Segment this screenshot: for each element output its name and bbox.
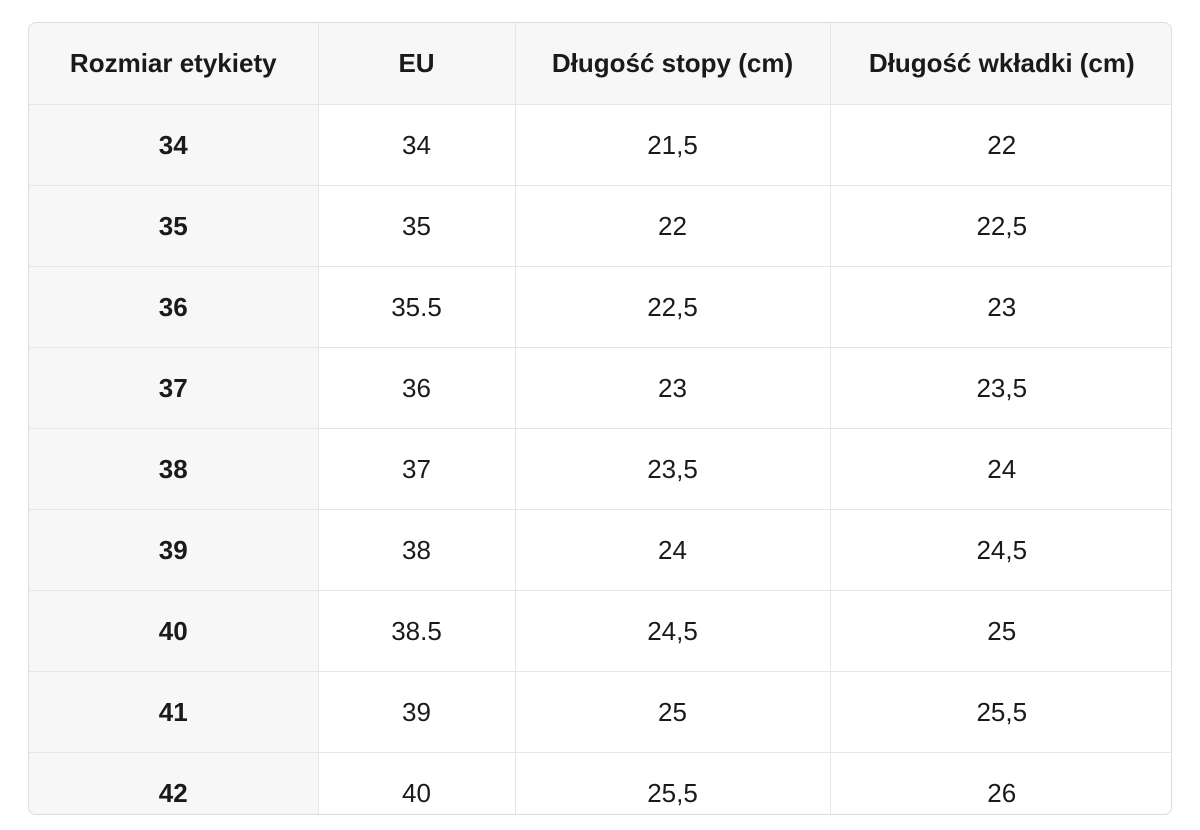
size-label-cell: 42 [29, 752, 319, 814]
size-label-cell: 40 [29, 590, 319, 672]
table-cell: 34 [318, 104, 516, 186]
size-label-cell: 36 [29, 266, 319, 348]
table-cell: 35 [318, 185, 516, 267]
table-cell: 40 [318, 752, 516, 814]
table-cell: 36 [318, 347, 516, 429]
table-row: 42 40 25,5 26 [29, 752, 1171, 814]
size-table-container: Rozmiar etykiety EU Długość stopy (cm) Dług… [28, 22, 1172, 815]
table-row: 34 34 21,5 22 [29, 104, 1171, 186]
table-cell: 38 [318, 509, 516, 591]
table-cell: 23,5 [830, 347, 1171, 429]
size-table: Rozmiar etykiety EU Długość stopy (cm) Dług… [29, 23, 1171, 814]
table-cell: 21,5 [515, 104, 831, 186]
table-cell: 35.5 [318, 266, 516, 348]
size-label-cell: 39 [29, 509, 319, 591]
size-label-cell: 34 [29, 104, 319, 186]
table-cell: 25,5 [830, 671, 1171, 753]
table-row: 37 36 23 23,5 [29, 347, 1171, 429]
header-cell: EU [318, 23, 516, 105]
table-cell: 25 [515, 671, 831, 753]
table-row: 38 37 23,5 24 [29, 428, 1171, 510]
table-cell: 26 [830, 752, 1171, 814]
table-cell: 23,5 [515, 428, 831, 510]
table-cell: 22 [515, 185, 831, 267]
table-row: 39 38 24 24,5 [29, 509, 1171, 591]
table-row: 40 38.5 24,5 25 [29, 590, 1171, 672]
size-label-cell: 35 [29, 185, 319, 267]
table-row: 35 35 22 22,5 [29, 185, 1171, 267]
header-cell: Długość wkładki (cm) [830, 23, 1171, 105]
table-cell: 23 [515, 347, 831, 429]
table-head: Rozmiar etykiety EU Długość stopy (cm) Dług… [29, 23, 1171, 105]
table-cell: 22 [830, 104, 1171, 186]
table-cell: 37 [318, 428, 516, 510]
table-cell: 24 [515, 509, 831, 591]
table-cell: 24,5 [830, 509, 1171, 591]
table-body: 34 34 21,5 22 35 35 22 22,5 36 35.5 22,5 23 37 36 23 23… [29, 104, 1171, 814]
table-cell: 25 [830, 590, 1171, 672]
table-cell: 39 [318, 671, 516, 753]
table-cell: 24,5 [515, 590, 831, 672]
size-label-cell: 41 [29, 671, 319, 753]
table-row: 41 39 25 25,5 [29, 671, 1171, 753]
size-label-cell: 38 [29, 428, 319, 510]
table-cell: 23 [830, 266, 1171, 348]
header-cell: Rozmiar etykiety [29, 23, 319, 105]
header-cell: Długość stopy (cm) [515, 23, 831, 105]
table-row: 36 35.5 22,5 23 [29, 266, 1171, 348]
table-cell: 24 [830, 428, 1171, 510]
table-cell: 22,5 [515, 266, 831, 348]
table-cell: 22,5 [830, 185, 1171, 267]
size-label-cell: 37 [29, 347, 319, 429]
table-cell: 38.5 [318, 590, 516, 672]
header-row: Rozmiar etykiety EU Długość stopy (cm) Dług… [29, 23, 1171, 105]
table-cell: 25,5 [515, 752, 831, 814]
